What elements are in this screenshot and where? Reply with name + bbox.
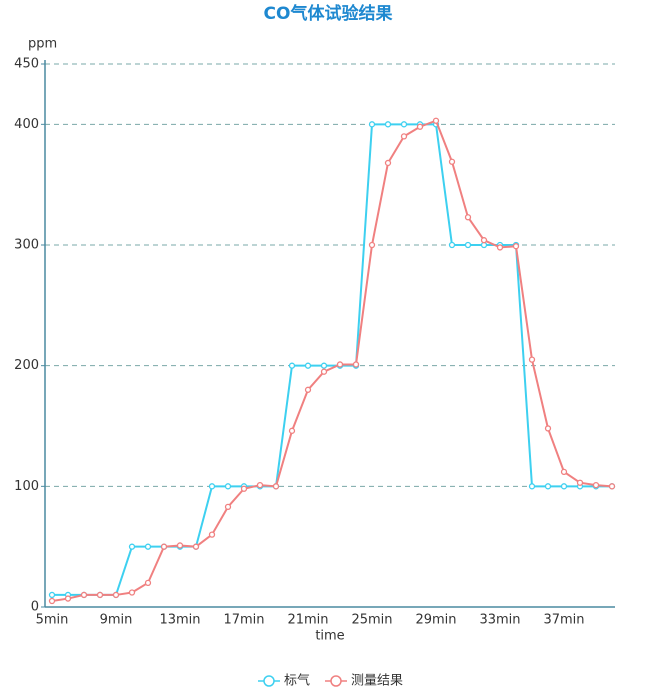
y-tick-label: 0 bbox=[31, 600, 39, 615]
point bbox=[336, 361, 344, 368]
y-tick-label: 200 bbox=[14, 358, 39, 373]
point bbox=[224, 503, 232, 510]
legend-marker bbox=[263, 675, 275, 687]
y-tick-label: 300 bbox=[14, 238, 39, 253]
point bbox=[448, 241, 456, 249]
point bbox=[48, 597, 56, 605]
series-line bbox=[52, 123, 612, 596]
point bbox=[224, 483, 232, 490]
point bbox=[368, 121, 376, 128]
point bbox=[80, 591, 88, 599]
point bbox=[384, 121, 392, 128]
legend-label: 测量结果 bbox=[351, 674, 403, 689]
x-tick-label: 9min bbox=[100, 613, 133, 628]
point bbox=[592, 481, 600, 489]
point bbox=[112, 591, 120, 599]
point bbox=[400, 133, 408, 140]
point bbox=[496, 244, 504, 251]
point bbox=[320, 368, 328, 375]
point bbox=[416, 123, 424, 130]
point bbox=[528, 356, 536, 363]
point bbox=[576, 479, 584, 486]
y-tick-label: 100 bbox=[14, 479, 39, 494]
y-tick-label: 450 bbox=[14, 57, 39, 72]
point bbox=[128, 543, 136, 550]
point bbox=[160, 543, 168, 550]
point bbox=[144, 579, 152, 587]
point bbox=[528, 483, 536, 490]
point bbox=[560, 468, 568, 476]
x-tick-label: 13min bbox=[159, 613, 200, 628]
series-line bbox=[51, 119, 613, 602]
point bbox=[320, 362, 328, 369]
point bbox=[240, 485, 248, 492]
point bbox=[352, 361, 360, 368]
point bbox=[272, 483, 280, 490]
point bbox=[256, 481, 264, 489]
point bbox=[448, 158, 456, 165]
x-tick-label: 33min bbox=[479, 613, 520, 628]
point bbox=[48, 591, 56, 599]
point bbox=[464, 241, 472, 249]
point bbox=[96, 591, 104, 599]
point bbox=[368, 241, 376, 249]
x-tick-label: 17min bbox=[223, 613, 264, 628]
point bbox=[208, 531, 216, 538]
point bbox=[192, 543, 200, 550]
point bbox=[288, 362, 296, 369]
point bbox=[560, 483, 568, 490]
point bbox=[176, 542, 184, 549]
y-axis-label: ppm bbox=[28, 37, 57, 52]
chart-title: CO气体试验结果 bbox=[264, 3, 393, 24]
point bbox=[480, 237, 488, 244]
point bbox=[304, 362, 312, 369]
point bbox=[208, 483, 216, 490]
point bbox=[400, 121, 408, 128]
legend-marker bbox=[330, 675, 342, 687]
x-tick-label: 25min bbox=[351, 613, 392, 628]
x-tick-label: 5min bbox=[36, 613, 69, 628]
point bbox=[512, 243, 520, 250]
point bbox=[144, 543, 152, 550]
x-tick-label: 21min bbox=[287, 613, 328, 628]
point bbox=[608, 483, 616, 490]
point bbox=[384, 159, 392, 167]
point bbox=[464, 214, 472, 221]
y-tick-label: 400 bbox=[14, 117, 39, 132]
x-axis-label: time bbox=[315, 629, 344, 644]
legend-label: 标气 bbox=[284, 673, 310, 689]
point bbox=[432, 117, 440, 124]
x-tick-label: 29min bbox=[415, 613, 456, 628]
point bbox=[64, 595, 72, 602]
point bbox=[544, 425, 552, 432]
point bbox=[128, 589, 136, 596]
point bbox=[304, 386, 312, 393]
x-tick-label: 37min bbox=[543, 613, 584, 628]
point bbox=[288, 427, 296, 434]
point bbox=[544, 483, 552, 490]
